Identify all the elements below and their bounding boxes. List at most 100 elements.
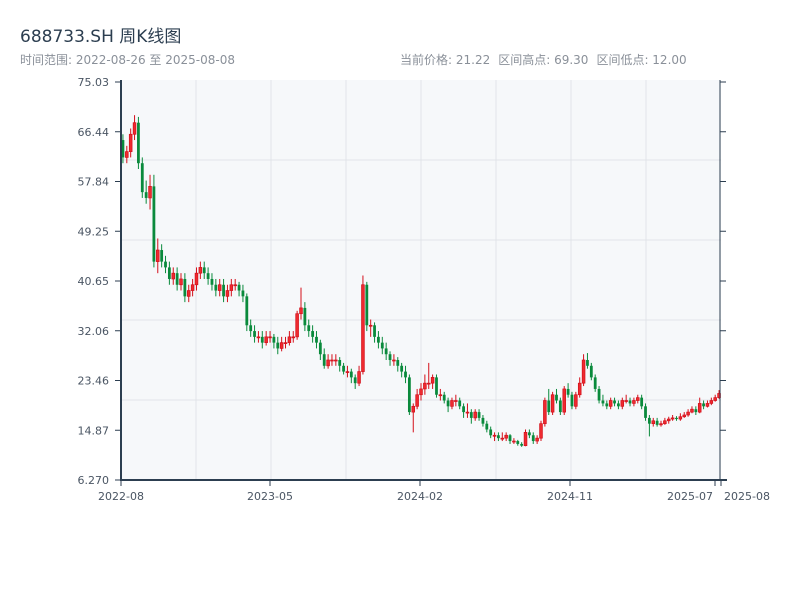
candle-body — [446, 400, 450, 407]
candle — [404, 365, 407, 384]
candle — [678, 413, 683, 421]
candle — [156, 238, 160, 274]
candle — [291, 331, 296, 343]
candle — [550, 391, 555, 415]
candle-body — [550, 394, 555, 413]
candle-body — [636, 397, 640, 401]
candle — [636, 394, 640, 404]
candle — [435, 374, 438, 398]
candle — [345, 365, 350, 378]
candle — [276, 336, 280, 355]
candle-body — [249, 325, 253, 332]
candle-body — [233, 284, 237, 287]
candle — [368, 319, 373, 337]
candle-body — [132, 122, 137, 135]
candle-body — [620, 400, 625, 407]
candle — [508, 434, 512, 444]
candle — [574, 391, 578, 410]
candle — [624, 394, 628, 404]
candle-body — [508, 435, 512, 442]
candle — [666, 416, 671, 424]
candle — [392, 354, 396, 366]
candle — [268, 331, 272, 343]
candle-body — [655, 420, 659, 425]
candle-body — [686, 411, 690, 416]
candle-body — [330, 359, 334, 362]
candle — [531, 432, 535, 444]
candle — [454, 394, 458, 407]
candle-body — [469, 412, 473, 418]
candle — [241, 284, 245, 303]
candle — [593, 374, 597, 392]
candle — [442, 391, 446, 404]
candle — [264, 331, 268, 346]
candle — [249, 319, 253, 337]
candle — [283, 336, 288, 349]
candle-body — [326, 359, 330, 367]
candle-body — [206, 273, 210, 279]
y-tick-label: 49.25 — [78, 225, 110, 238]
candle — [334, 354, 338, 366]
candle — [384, 342, 388, 361]
candle — [190, 278, 195, 297]
chart-title: 688733.SH 周K线图 — [20, 27, 182, 47]
candle-body — [152, 186, 156, 262]
candle — [520, 442, 524, 447]
y-tick-label: 66.44 — [78, 126, 110, 139]
candle — [256, 331, 261, 343]
candle-body — [713, 397, 717, 401]
candle-body — [500, 437, 505, 440]
candle — [237, 281, 241, 297]
candle — [477, 409, 481, 421]
candle — [380, 336, 384, 355]
x-tick-label: 2022-08 — [98, 490, 144, 503]
candle — [137, 116, 140, 169]
candle-body — [121, 140, 125, 158]
candle — [462, 403, 465, 418]
candle — [465, 403, 470, 418]
candle — [373, 322, 376, 343]
candle — [411, 403, 416, 433]
candle — [222, 278, 225, 303]
candle-body — [547, 400, 551, 413]
candle — [558, 397, 562, 415]
candle — [121, 134, 125, 164]
candle — [697, 397, 702, 414]
candle — [438, 388, 443, 401]
candle-body — [377, 336, 380, 343]
candle — [469, 409, 473, 424]
candle-body — [175, 273, 179, 285]
candle-body — [694, 409, 698, 413]
candle-body — [481, 417, 485, 424]
candle — [659, 420, 663, 427]
candle-body — [438, 394, 443, 397]
candle — [632, 397, 636, 407]
candle — [194, 267, 199, 291]
candle-body — [307, 325, 311, 332]
candle — [570, 391, 574, 410]
candle — [125, 145, 129, 164]
candle-body — [430, 377, 435, 384]
candle-body — [702, 403, 705, 407]
candle — [377, 331, 380, 349]
candle-body — [125, 151, 129, 158]
candle — [581, 354, 586, 387]
candle-body — [384, 348, 388, 355]
candle — [396, 357, 400, 372]
candle-body — [426, 382, 431, 385]
candle — [605, 400, 609, 410]
x-tick-label: 2024-11 — [547, 490, 593, 503]
candle-body — [388, 354, 392, 361]
candle-body — [392, 359, 396, 362]
candle-body — [485, 423, 489, 430]
candle-body — [171, 272, 176, 280]
candle-body — [581, 359, 586, 384]
y-tick-label: 57.84 — [78, 176, 110, 189]
candle-body — [303, 307, 307, 326]
candle — [167, 261, 171, 285]
candle-body — [617, 403, 620, 407]
y-tick-label: 14.87 — [78, 424, 110, 437]
candle-body — [512, 440, 516, 443]
candle-body — [272, 336, 276, 343]
candle-body — [473, 411, 477, 419]
